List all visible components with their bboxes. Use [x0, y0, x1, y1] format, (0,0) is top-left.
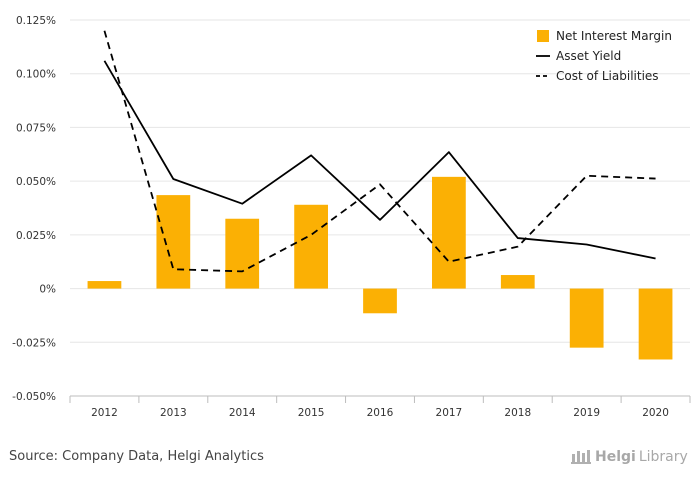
bar-2015 [294, 204, 328, 289]
bar-2016 [363, 288, 397, 314]
x-tick-label: 2014 [229, 407, 256, 419]
legend-label-asset-yield: Asset Yield [556, 49, 621, 63]
x-tick-label: 2018 [504, 407, 531, 419]
y-tick-label: 0.050% [16, 176, 56, 188]
y-tick-label: -0.025% [12, 337, 56, 349]
cost-of-liabilities-line [103, 30, 656, 273]
bars [87, 176, 673, 360]
source-note: Source: Company Data, Helgi Analytics [9, 449, 264, 464]
helgi-library-logo: Helgi Library [570, 448, 688, 466]
y-tick-label: 0.125% [16, 15, 56, 27]
asset-yield-line [103, 60, 656, 260]
y-tick-label: 0% [39, 284, 56, 296]
logo-text-library: Library [638, 449, 688, 465]
library-icon [571, 450, 591, 464]
x-tick-label: 2016 [367, 407, 394, 419]
y-tick-label: -0.050% [12, 391, 56, 403]
bar-2019 [569, 288, 604, 348]
legend-label-net-interest-margin: Net Interest Margin [556, 29, 672, 43]
y-tick-label: 0.025% [16, 230, 56, 242]
legend: Net Interest Margin Asset Yield Cost of Li… [536, 29, 672, 83]
axes: 0.125% 0.100% 0.075% 0.050% 0.025% 0% -0.025% -… [12, 15, 691, 419]
y-tick-label: 0.075% [16, 122, 56, 134]
x-tick-label: 2020 [642, 407, 669, 419]
y-tick-label: 0.100% [16, 69, 56, 81]
bar-2017 [432, 176, 466, 289]
x-tick-label: 2012 [91, 407, 118, 419]
bar-2020 [638, 288, 673, 360]
legend-swatch-net-interest-margin [537, 30, 549, 42]
x-tick-label: 2015 [298, 407, 325, 419]
x-tick-label: 2013 [160, 407, 187, 419]
bar-2014 [225, 218, 260, 289]
x-tick-label: 2019 [573, 407, 600, 419]
chart: 0.125% 0.100% 0.075% 0.050% 0.025% 0% -0.025% -… [12, 15, 691, 419]
legend-label-cost-of-liabilities: Cost of Liabilities [556, 69, 659, 83]
bar-2018 [500, 275, 535, 289]
lines [103, 30, 656, 273]
bar-2012 [87, 281, 122, 289]
bar-2013 [156, 195, 191, 289]
logo-text-helgi: Helgi [595, 449, 636, 465]
x-tick-label: 2017 [436, 407, 463, 419]
